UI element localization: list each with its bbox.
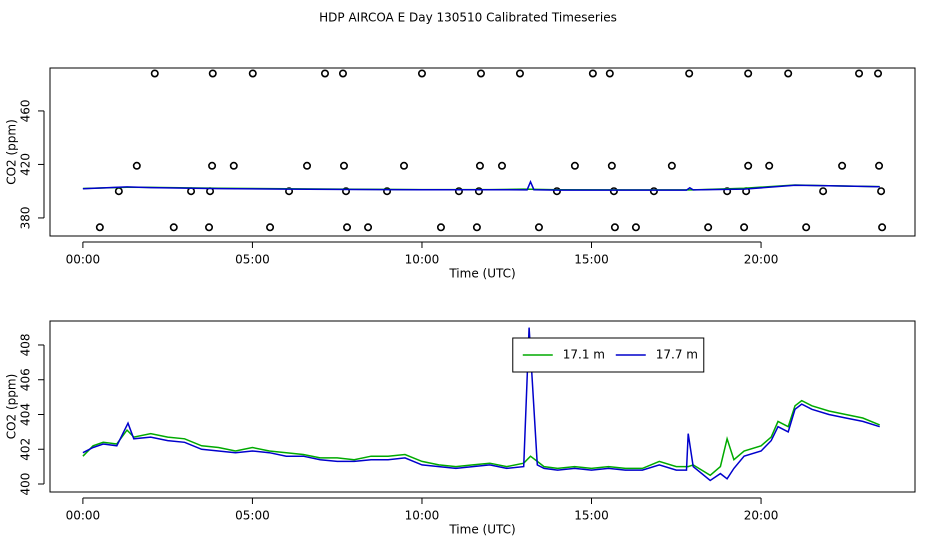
- point: [877, 187, 886, 196]
- point: [400, 161, 409, 170]
- point: [515, 69, 524, 78]
- series-line: [82, 179, 880, 191]
- point: [474, 187, 483, 196]
- series-line: [82, 399, 880, 477]
- point: [472, 223, 481, 232]
- y-tick-label: 402: [19, 438, 33, 461]
- point: [475, 161, 484, 170]
- point: [552, 187, 561, 196]
- point: [303, 161, 312, 170]
- point: [383, 187, 392, 196]
- y-tick-label: 408: [19, 334, 33, 357]
- x-tick-label: 15:00: [574, 509, 609, 523]
- x-tick-label: 10:00: [405, 253, 440, 267]
- point: [744, 161, 753, 170]
- y-tick-label: 380: [19, 206, 33, 229]
- point: [802, 223, 811, 232]
- point: [169, 223, 178, 232]
- x-tick-label: 15:00: [574, 253, 609, 267]
- point: [855, 69, 864, 78]
- point: [723, 187, 732, 196]
- x-tick-label: 05:00: [235, 509, 270, 523]
- y-axis-label: CO2 (ppm): [5, 119, 19, 185]
- point: [570, 161, 579, 170]
- x-tick-label: 10:00: [405, 509, 440, 523]
- x-tick-label: 00:00: [66, 509, 101, 523]
- y-axis-label: CO2 (ppm): [5, 374, 19, 440]
- point: [132, 161, 141, 170]
- point: [476, 69, 485, 78]
- point: [744, 69, 753, 78]
- y-tick-label: 400: [19, 473, 33, 496]
- point: [338, 69, 347, 78]
- point: [229, 161, 238, 170]
- point: [436, 223, 445, 232]
- point: [150, 69, 159, 78]
- point: [208, 161, 217, 170]
- series-line: [82, 327, 880, 482]
- point: [320, 69, 329, 78]
- point: [588, 69, 597, 78]
- point: [649, 187, 658, 196]
- point: [343, 223, 352, 232]
- y-tick-label: 406: [19, 368, 33, 391]
- point: [765, 161, 774, 170]
- point: [874, 69, 883, 78]
- point: [497, 161, 506, 170]
- point: [364, 223, 373, 232]
- point: [454, 187, 463, 196]
- x-tick-label: 00:00: [66, 253, 101, 267]
- plot-frame: [49, 67, 916, 237]
- point: [208, 69, 217, 78]
- point: [248, 69, 257, 78]
- point: [875, 161, 884, 170]
- point: [838, 161, 847, 170]
- point: [605, 69, 614, 78]
- legend-label: 17.1 m: [563, 348, 605, 362]
- point: [631, 223, 640, 232]
- point: [342, 187, 351, 196]
- point: [610, 223, 619, 232]
- chart-title: HDP AIRCOA E Day 130510 Calibrated Times…: [319, 11, 617, 25]
- x-tick-label: 20:00: [744, 509, 779, 523]
- y-tick-label: 420: [19, 153, 33, 176]
- y-tick-label: 404: [19, 403, 33, 426]
- point: [285, 187, 294, 196]
- x-axis-label: Time (UTC): [448, 267, 515, 281]
- point: [205, 223, 214, 232]
- point: [607, 161, 616, 170]
- y-tick-label: 460: [19, 99, 33, 122]
- point: [704, 223, 713, 232]
- point: [784, 69, 793, 78]
- legend-label: 17.7 m: [656, 348, 698, 362]
- point: [609, 187, 618, 196]
- point: [819, 187, 828, 196]
- point: [740, 223, 749, 232]
- x-axis-label: Time (UTC): [448, 523, 515, 537]
- point: [667, 161, 676, 170]
- point: [339, 161, 348, 170]
- point: [95, 223, 104, 232]
- x-tick-label: 20:00: [744, 253, 779, 267]
- point: [266, 223, 275, 232]
- x-tick-label: 05:00: [235, 253, 270, 267]
- point: [534, 223, 543, 232]
- plot-frame: [49, 320, 916, 493]
- point: [417, 69, 426, 78]
- point: [685, 69, 694, 78]
- point: [878, 223, 887, 232]
